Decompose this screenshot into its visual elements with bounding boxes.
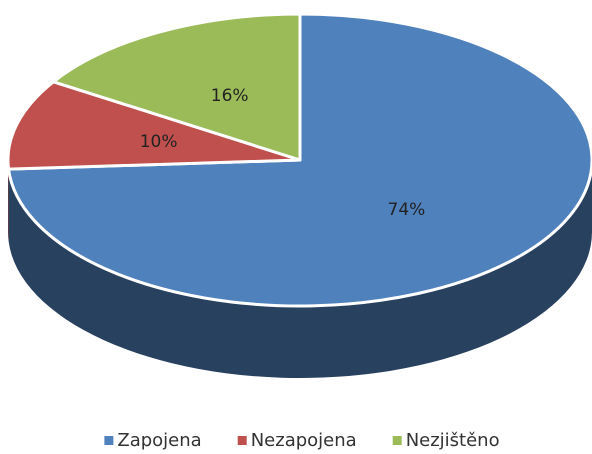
legend: Zapojena Nezapojena Nezjištěno <box>104 430 500 451</box>
legend-label: Zapojena <box>117 430 201 451</box>
legend-label: Nezjištěno <box>406 430 500 451</box>
pie-slice <box>6 80 302 171</box>
data-label: 16% <box>211 86 249 106</box>
legend-swatch <box>104 436 114 445</box>
pie-side <box>8 160 9 242</box>
pie-slice <box>51 12 302 162</box>
data-label: 10% <box>140 132 178 152</box>
legend-swatch <box>237 436 247 445</box>
legend-swatch <box>392 436 402 445</box>
data-label: 74% <box>388 200 426 220</box>
legend-label: Nezapojena <box>251 430 357 451</box>
pie-side <box>8 160 592 378</box>
